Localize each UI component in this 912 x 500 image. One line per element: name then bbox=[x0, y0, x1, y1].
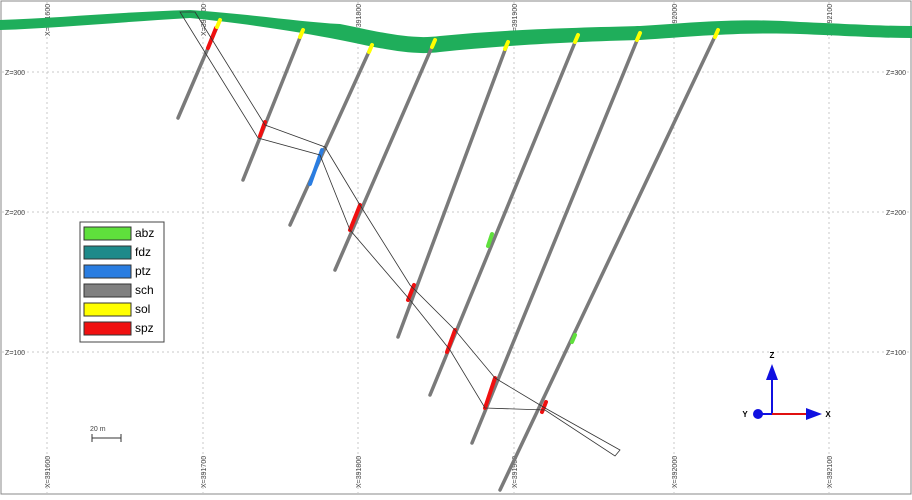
z-arrow bbox=[766, 364, 778, 380]
legend-label: spz bbox=[135, 321, 154, 335]
intervals bbox=[206, 18, 720, 414]
grid-x-label: X=391800 bbox=[356, 4, 363, 36]
z-axis-label: Z bbox=[770, 351, 775, 360]
scale-bar-label: 20 m bbox=[90, 426, 106, 433]
interval bbox=[430, 38, 437, 49]
interval bbox=[635, 31, 642, 42]
legend-label: ptz bbox=[135, 264, 151, 278]
grid-x-label: X=391800 bbox=[356, 456, 363, 488]
drillhole bbox=[241, 28, 305, 182]
topography bbox=[0, 10, 912, 54]
legend-swatch bbox=[83, 321, 132, 336]
axis-triad: Z Y X bbox=[742, 351, 831, 420]
interval bbox=[348, 203, 362, 232]
legend: abz fdz ptz sch sol spz bbox=[79, 221, 165, 343]
legend-label: sol bbox=[135, 302, 150, 316]
x-arrow bbox=[806, 408, 822, 420]
interval bbox=[713, 28, 720, 39]
grid-z-label: Z=100 bbox=[5, 350, 25, 357]
x-axis-label: X bbox=[825, 410, 831, 419]
grid-z-label: Z=200 bbox=[5, 210, 25, 217]
grid-x-label: X=392000 bbox=[672, 456, 679, 488]
grid-z-label: Z=300 bbox=[886, 70, 906, 77]
legend-swatch bbox=[83, 283, 132, 298]
legend-swatch bbox=[83, 302, 132, 317]
grid-x-label: X=391900 bbox=[512, 456, 519, 488]
drillhole bbox=[396, 40, 510, 339]
drillhole bbox=[470, 31, 642, 445]
y-axis-label: Y bbox=[742, 410, 748, 419]
interval bbox=[298, 28, 305, 39]
grid-z-label: Z=100 bbox=[886, 350, 906, 357]
grid-x-label: X=391900 bbox=[512, 4, 519, 36]
grid-x-label: X=392100 bbox=[827, 456, 834, 488]
grid-x-label: X=391700 bbox=[201, 4, 208, 36]
interval bbox=[503, 40, 510, 51]
drillhole bbox=[288, 43, 374, 227]
grid-x-label: X=391700 bbox=[201, 456, 208, 488]
drillhole bbox=[498, 28, 720, 492]
interval bbox=[570, 333, 577, 344]
legend-label: abz bbox=[135, 226, 154, 240]
interval bbox=[483, 376, 497, 410]
grid-z-label: Z=300 bbox=[5, 70, 25, 77]
y-marker bbox=[753, 409, 763, 419]
legend-label: sch bbox=[135, 283, 154, 297]
grid-x-label: X=392100 bbox=[827, 4, 834, 36]
legend-swatch bbox=[83, 264, 132, 279]
interval bbox=[206, 26, 218, 50]
grid-x-label: X=391600 bbox=[45, 456, 52, 488]
interval bbox=[215, 18, 222, 29]
interval bbox=[573, 33, 580, 44]
legend-swatch bbox=[83, 226, 132, 241]
legend-label: fdz bbox=[135, 245, 151, 259]
grid-z-label: Z=200 bbox=[886, 210, 906, 217]
fault-zone bbox=[179, 11, 621, 457]
interval bbox=[367, 43, 374, 54]
legend-swatch bbox=[83, 245, 132, 260]
drillholes bbox=[176, 18, 720, 492]
grid-x-label: X=392000 bbox=[672, 4, 679, 36]
interval bbox=[486, 232, 494, 248]
